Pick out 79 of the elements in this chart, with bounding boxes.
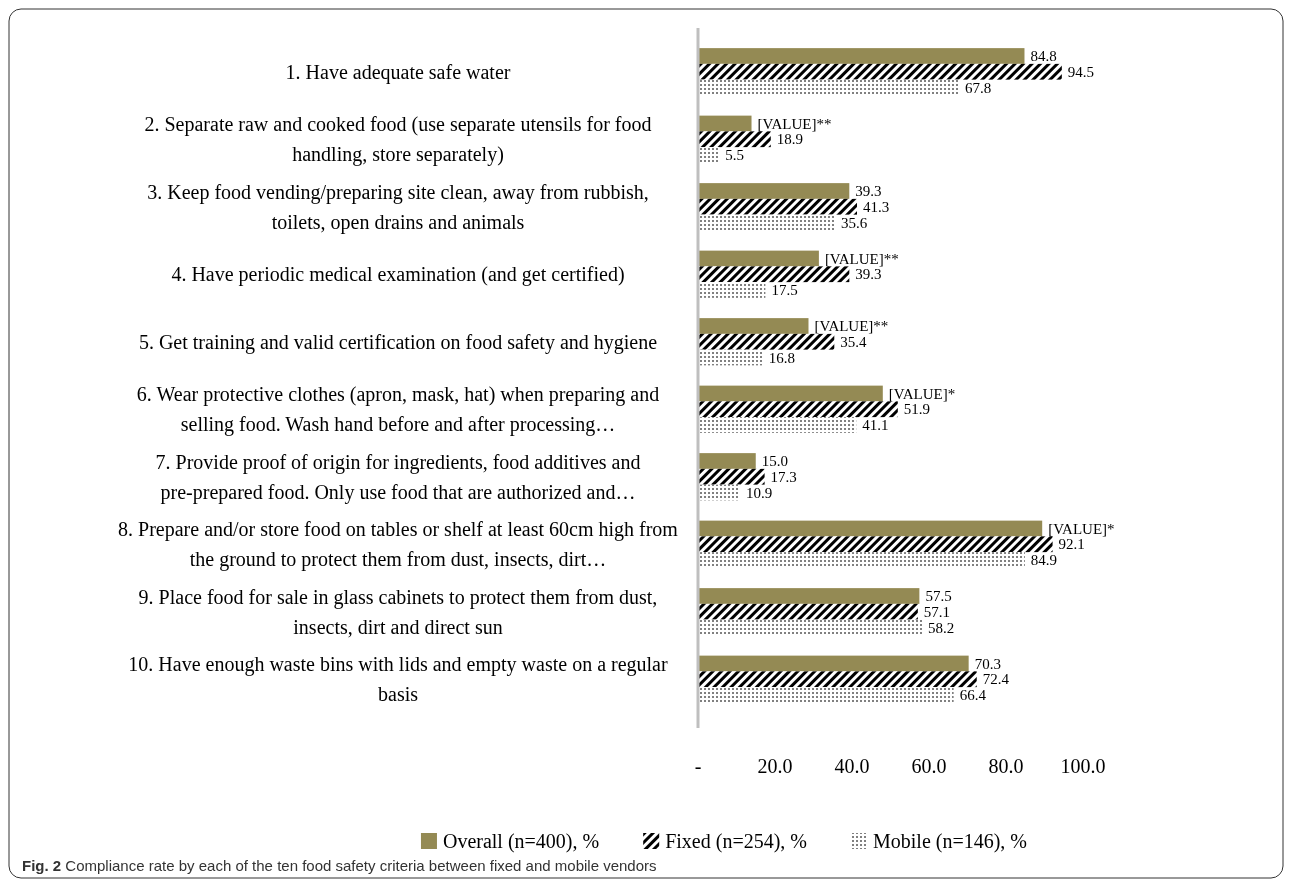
data-label: 41.1 [862, 417, 889, 433]
data-label: 58.2 [928, 619, 955, 636]
data-label: 16.8 [768, 349, 795, 366]
bar [698, 282, 766, 298]
data-label: 39.3 [855, 183, 882, 199]
bar [698, 333, 835, 350]
data-label: [VALUE]** [757, 115, 832, 132]
data-label: 57.1 [923, 603, 951, 620]
data-label: [VALUE]** [824, 250, 899, 267]
data-label: 10.9 [745, 484, 773, 501]
y-tick-label: 3. Keep food vending/preparing site clean, away from rubbish, toilets, open drains and animals [147, 180, 649, 234]
bar [698, 603, 918, 620]
x-tick-label: 40.0 [834, 755, 870, 777]
data-label: 57.5 [925, 588, 952, 604]
data-label: 51.9 [903, 401, 931, 418]
data-label: 35.6 [841, 214, 868, 231]
bar [698, 214, 836, 231]
bar [698, 385, 883, 402]
data-label: 72.4 [982, 671, 1010, 688]
bar [698, 453, 756, 469]
data-label: 67.8 [965, 79, 992, 96]
data-label: 17.3 [770, 468, 797, 485]
data-label: [VALUE]** [814, 318, 889, 334]
y-tick-label: 4. Have periodic medical examination (and get certified) [171, 263, 625, 287]
y-tick-label: 9. Place food for sale in glass cabinets to protect them from dust, insects, dirt and direct sun [138, 585, 658, 638]
legend-label: Mobile (n=146), % [873, 830, 1028, 853]
data-label: 84.9 [1030, 552, 1058, 568]
y-tick-label: 1. Have adequate safe water [285, 60, 511, 84]
bar [698, 417, 857, 433]
bar [698, 131, 771, 148]
data-label: 18.9 [776, 131, 804, 148]
data-label: 66.4 [959, 687, 987, 703]
bar [698, 63, 1062, 80]
y-tick-label: 7. Provide proof of origin for ingredients, food additives and pre-prepared food. Only use food that are authorized and… [155, 450, 641, 504]
x-tick-label: 80.0 [988, 755, 1024, 777]
data-label: [VALUE]* [1048, 520, 1115, 537]
bar [698, 198, 858, 215]
bar [698, 671, 977, 688]
bar [698, 48, 1025, 64]
bar [698, 520, 1043, 537]
bar [698, 115, 752, 132]
y-tick-label: 6. Wear protective clothes (apron, mask, hat) when preparing and selling food. Wash hand before and after processing… [136, 383, 660, 437]
caption: Fig. 2 Compliance rate by each of the ten food safety criteria between fixed and mobile vendors [22, 857, 657, 874]
data-label: 35.4 [840, 333, 868, 350]
bar [698, 536, 1053, 553]
bar [698, 183, 850, 199]
bar [698, 655, 969, 672]
y-tick-label: 10. Have enough waste bins with lids and empty waste on a regular basis [128, 653, 668, 706]
y-tick-label: 8. Prepare and/or store food on tables or shelf at least 60cm high from the ground to protect them from dust, insects, dirt… [118, 518, 679, 572]
data-label: 84.8 [1030, 48, 1057, 64]
y-tick-label: 5. Get training and valid certification on food safety and hygiene [138, 330, 658, 354]
data-label: 41.3 [863, 198, 890, 215]
data-label: 15.0 [761, 453, 788, 469]
y-tick-label: 2. Separate raw and cooked food (use separate utensils for food handling, store separately) [144, 113, 652, 167]
bar [698, 318, 809, 334]
x-tick-label: 60.0 [911, 755, 947, 777]
data-label: 5.5 [725, 147, 744, 163]
bar [698, 79, 960, 96]
bar [698, 687, 954, 703]
x-tick-label: - [694, 755, 702, 777]
bar [698, 552, 1025, 568]
bar [698, 349, 763, 366]
data-label: 94.5 [1067, 63, 1095, 80]
bar [698, 401, 898, 418]
data-label: [VALUE]* [888, 385, 956, 402]
data-label: 92.1 [1058, 536, 1085, 553]
legend-label: Overall (n=400), % [442, 830, 600, 853]
data-label: 17.5 [771, 282, 798, 298]
bar [698, 250, 819, 267]
legend-label: Fixed (n=254), % [665, 830, 808, 853]
data-label: 39.3 [855, 266, 882, 283]
bar [698, 147, 720, 163]
bar [698, 468, 765, 485]
x-tick-label: 100.0 [1060, 755, 1106, 777]
data-label: 70.3 [974, 655, 1001, 672]
bar [698, 266, 850, 283]
bar [698, 588, 920, 604]
bar [698, 484, 740, 501]
x-tick-label: 20.0 [757, 755, 793, 777]
